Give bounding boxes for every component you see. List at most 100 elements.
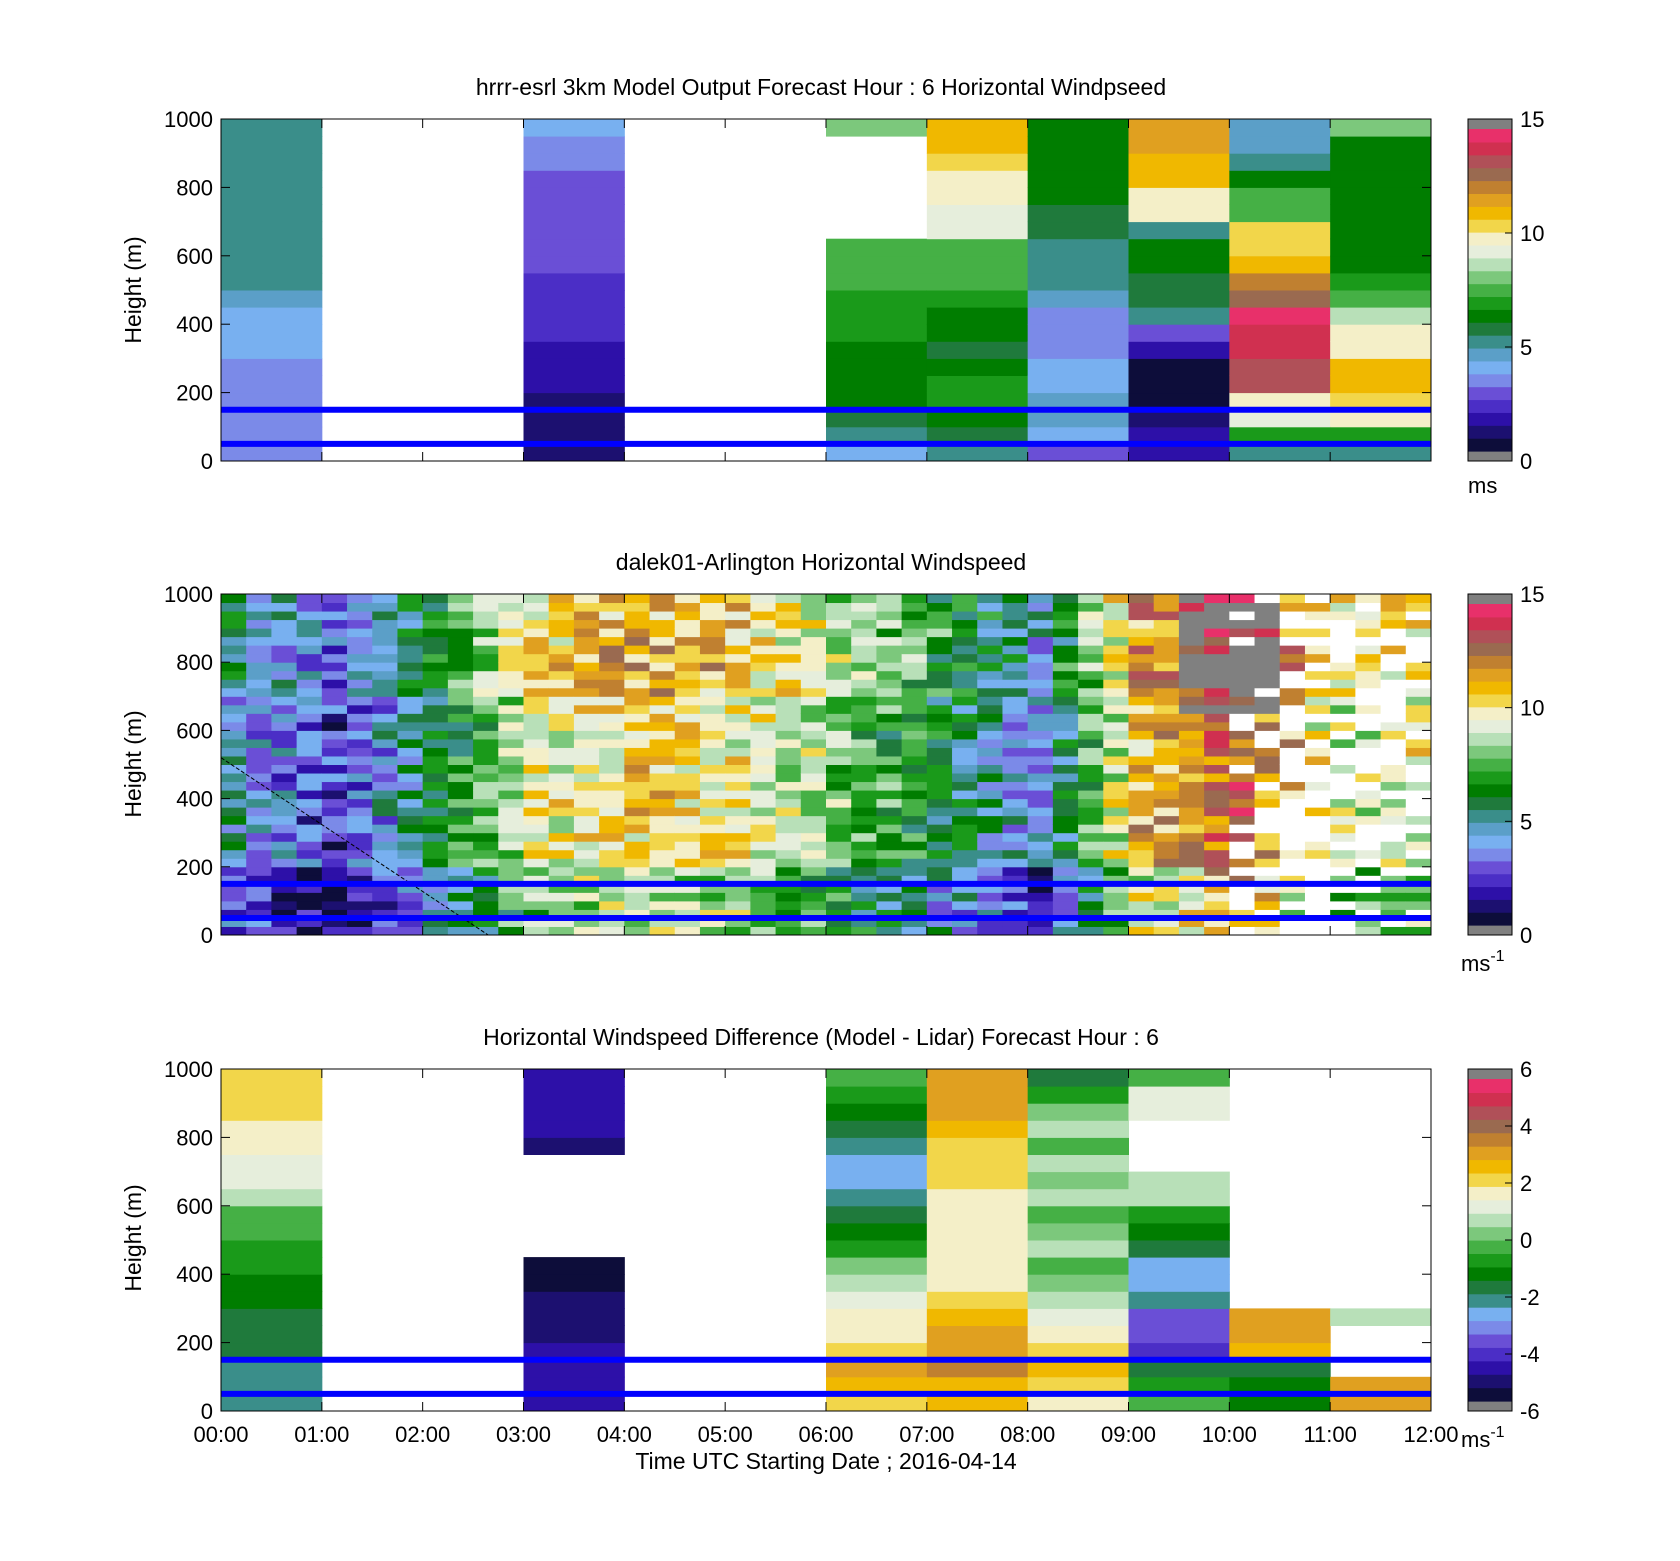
- heatmap-cell: [246, 900, 272, 910]
- heatmap-cell: [447, 636, 474, 646]
- colorbar-tick-label: 15: [1520, 582, 1544, 607]
- heatmap-cell: [901, 909, 928, 919]
- heatmap-cell: [926, 900, 953, 910]
- heatmap-cell: [1405, 849, 1432, 859]
- heatmap-cell: [851, 619, 877, 629]
- heatmap-cell: [221, 136, 323, 154]
- colorbar-swatch: [1468, 796, 1512, 811]
- heatmap-cell: [221, 781, 247, 791]
- heatmap-cell: [523, 1137, 625, 1155]
- heatmap-cell: [826, 1325, 928, 1344]
- heatmap-cell: [498, 619, 524, 629]
- heatmap-cell: [901, 619, 928, 629]
- heatmap-cell: [775, 645, 802, 655]
- heatmap-cell: [1279, 909, 1306, 919]
- heatmap-cell: [1128, 153, 1230, 171]
- heatmap-cell: [699, 645, 726, 655]
- heatmap-cell: [876, 721, 903, 731]
- heatmap-cell: [271, 892, 298, 902]
- heatmap-cell: [1128, 824, 1155, 834]
- colorbar-swatch: [1468, 1333, 1512, 1348]
- heatmap-cell: [826, 409, 928, 428]
- heatmap-cell: [397, 611, 424, 621]
- heatmap-cell: [321, 841, 348, 851]
- heatmap-cell: [372, 721, 398, 731]
- heatmap-cell: [548, 841, 575, 851]
- heatmap-cell: [826, 255, 928, 274]
- heatmap-cell: [246, 798, 272, 808]
- heatmap-cell: [725, 747, 751, 757]
- heatmap-cell: [1002, 841, 1029, 851]
- heatmap-cell: [826, 875, 852, 885]
- heatmap-cell: [523, 187, 625, 205]
- heatmap-cell: [473, 602, 499, 612]
- heatmap-cell: [851, 653, 877, 663]
- heatmap-cell: [321, 755, 348, 765]
- heatmap-cell: [1355, 704, 1382, 714]
- heatmap-cell: [1330, 807, 1356, 817]
- heatmap-cell: [775, 704, 802, 714]
- heatmap-cell: [1380, 696, 1407, 706]
- heatmap-cell: [1052, 645, 1079, 655]
- heatmap-cell: [1178, 721, 1205, 731]
- heatmap-cell: [447, 790, 474, 800]
- heatmap-cell: [649, 738, 676, 748]
- heatmap-cell: [1229, 619, 1256, 629]
- colorbar-swatch: [1468, 154, 1512, 169]
- heatmap-cell: [926, 866, 953, 876]
- heatmap-cell: [1128, 900, 1155, 910]
- heatmap-cell: [1204, 815, 1230, 825]
- heatmap-cell: [826, 1240, 928, 1258]
- heatmap-cell: [1229, 443, 1331, 462]
- heatmap-cell: [926, 1137, 1029, 1155]
- heatmap-cell: [548, 594, 575, 604]
- heatmap-cell: [1027, 375, 1129, 394]
- heatmap-cell: [926, 392, 1029, 411]
- heatmap-cell: [523, 832, 550, 842]
- y-axis-label-lidar: Height (m): [120, 710, 146, 817]
- heatmap-cell: [926, 1103, 1029, 1121]
- heatmap-cell: [926, 375, 1029, 394]
- heatmap-cell: [725, 721, 751, 731]
- heatmap-cell: [473, 679, 499, 689]
- heatmap-cell: [1279, 764, 1306, 774]
- heatmap-cell: [1027, 594, 1054, 604]
- heatmap-cell: [1178, 858, 1205, 868]
- heatmap-cell: [447, 824, 474, 834]
- heatmap-cell: [1178, 807, 1205, 817]
- heatmap-cell: [699, 798, 726, 808]
- heatmap-cell: [573, 670, 600, 680]
- y-tick-label: 200: [176, 1331, 213, 1356]
- heatmap-cell: [826, 619, 852, 629]
- heatmap-cell: [447, 679, 474, 689]
- heatmap-cell: [1330, 815, 1356, 825]
- heatmap-cell: [1229, 255, 1331, 274]
- colorbar-swatch: [1468, 309, 1512, 323]
- heatmap-cell: [926, 341, 1029, 359]
- heatmap-cell: [1128, 909, 1155, 919]
- heatmap-cell: [624, 628, 651, 638]
- heatmap-cell: [296, 875, 323, 885]
- heatmap-cell: [296, 653, 323, 663]
- heatmap-cell: [926, 602, 953, 612]
- heatmap-cell: [851, 721, 877, 731]
- colorbar-tick-label: -4: [1520, 1342, 1540, 1367]
- heatmap-cell: [624, 875, 651, 885]
- heatmap-cell: [573, 832, 600, 842]
- heatmap-cell: [498, 866, 524, 876]
- heatmap-cell: [1279, 917, 1306, 927]
- heatmap-cell: [548, 687, 575, 697]
- heatmap-cell: [1204, 738, 1230, 748]
- heatmap-cell: [674, 611, 701, 621]
- heatmap-cell: [926, 1342, 1029, 1361]
- heatmap-cell: [1254, 602, 1281, 612]
- colorbar-swatch: [1468, 1307, 1512, 1322]
- heatmap-cell: [649, 747, 676, 757]
- heatmap-cell: [826, 426, 928, 445]
- heatmap-cell: [271, 747, 298, 757]
- heatmap-cell: [1204, 764, 1230, 774]
- heatmap-cell: [372, 670, 398, 680]
- heatmap-cell: [1229, 602, 1256, 612]
- heatmap-cell: [1027, 917, 1054, 927]
